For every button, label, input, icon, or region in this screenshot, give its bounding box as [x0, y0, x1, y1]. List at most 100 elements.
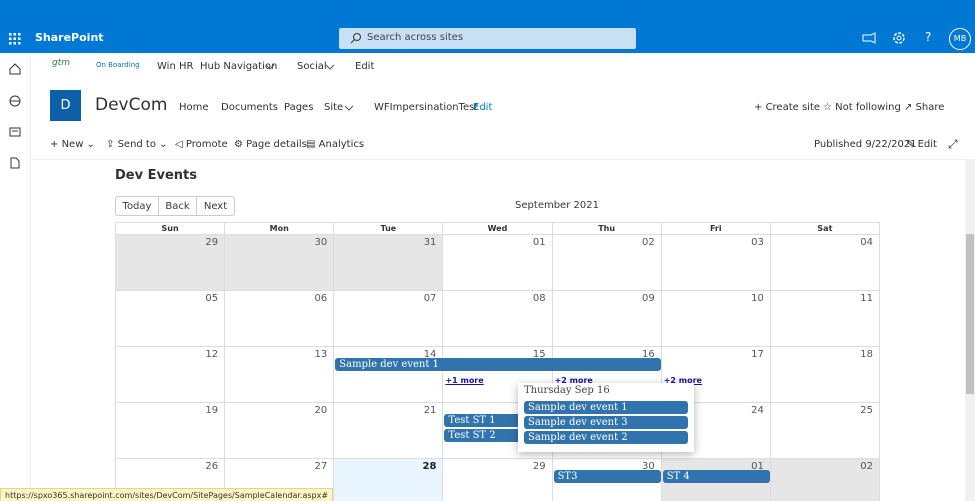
day-number: 28 — [422, 461, 437, 472]
day-cell[interactable]: 07 — [334, 291, 444, 347]
site-title[interactable]: DevCom — [95, 95, 168, 115]
day-number: 03 — [751, 237, 764, 248]
day-cell[interactable]: 09 — [552, 291, 662, 347]
day-number: 30 — [314, 237, 328, 248]
day-number: 11 — [860, 293, 873, 304]
hub-link[interactable]: Hub Navigation — [200, 61, 278, 72]
day-cell[interactable]: 08 — [443, 291, 553, 347]
help-icon[interactable]: ? — [925, 30, 932, 44]
command[interactable]: ▤ Analytics — [306, 139, 365, 150]
day-number: 17 — [751, 349, 764, 360]
command[interactable]: ⚙ Page details — [234, 139, 307, 150]
calendar-event[interactable]: ST 4 — [662, 470, 770, 483]
calendar-event[interactable]: ST3 — [553, 470, 661, 483]
day-number: 04 — [860, 237, 873, 248]
day-cell[interactable]: 28 — [334, 459, 444, 501]
site-nav-link[interactable]: Site — [324, 102, 344, 113]
day-cell[interactable]: 18 — [770, 347, 880, 403]
app-name[interactable]: SharePoint — [35, 31, 104, 44]
scrollbar[interactable] — [965, 159, 975, 501]
hub-logo[interactable]: gtm — [52, 58, 71, 68]
day-number: 07 — [423, 293, 437, 304]
day-number: 24 — [751, 405, 764, 416]
day-cell[interactable]: 02 — [552, 235, 662, 291]
hub-link[interactable]: Win HR — [157, 61, 194, 72]
site-nav-edit[interactable]: Edit — [473, 102, 493, 113]
popup-event[interactable]: Sample dev event 3 — [524, 416, 688, 429]
today-button[interactable]: Today — [115, 196, 159, 216]
site-nav-link[interactable]: Home — [179, 102, 209, 113]
news-icon[interactable] — [9, 126, 21, 138]
day-number: 08 — [532, 293, 546, 304]
label: Not following — [835, 102, 901, 113]
day-cell[interactable]: 29 — [443, 459, 553, 501]
show-more-link[interactable]: +2 more — [554, 376, 593, 385]
search-box[interactable]: Search across sites — [339, 28, 636, 49]
site-nav-link[interactable]: Pages — [284, 102, 314, 113]
day-cell[interactable]: 12 — [116, 347, 226, 403]
site-action[interactable]: ↗ Share — [904, 102, 945, 113]
site-logo[interactable]: D — [50, 90, 81, 121]
day-cell[interactable]: 29 — [116, 235, 226, 291]
site-action[interactable]: ☆ Not following — [823, 102, 901, 113]
day-cell[interactable]: 10 — [661, 291, 771, 347]
day-cell[interactable]: 06 — [225, 291, 335, 347]
home-icon[interactable] — [9, 63, 21, 75]
day-cell[interactable]: 04 — [770, 235, 880, 291]
site-nav-link[interactable]: WFImpersinationTest — [374, 102, 479, 113]
hub-link[interactable]: Edit — [355, 61, 375, 72]
more-popup: Thursday Sep 16 Sample dev event 1 Sampl… — [518, 383, 694, 452]
day-number: 02 — [641, 237, 655, 248]
day-cell[interactable]: 02 — [770, 459, 880, 501]
command[interactable]: ⇪ Send to ⌄ — [106, 139, 168, 150]
show-more-link[interactable]: +2 more — [663, 376, 702, 385]
weekday-header: Tue — [334, 223, 444, 235]
day-number: 10 — [751, 293, 764, 304]
feedback-icon[interactable] — [862, 32, 876, 44]
day-number: 27 — [314, 461, 328, 472]
settings-icon[interactable] — [892, 31, 906, 45]
day-cell[interactable]: 05 — [116, 291, 226, 347]
weekday-header: Fri — [661, 223, 771, 235]
day-cell[interactable]: 20 — [225, 403, 335, 459]
day-number: 20 — [314, 405, 328, 416]
day-cell[interactable]: 31 — [334, 235, 444, 291]
day-number: 29 — [205, 237, 219, 248]
webpart-title: Dev Events — [115, 168, 197, 183]
day-cell[interactable]: 03 — [661, 235, 771, 291]
site-nav-link[interactable]: Documents — [221, 102, 279, 113]
label: Promote — [185, 139, 228, 150]
hub-link[interactable]: Social — [297, 61, 327, 72]
day-number: 01 — [751, 461, 764, 472]
day-cell[interactable]: 21 — [334, 403, 444, 459]
sites-icon[interactable] — [9, 95, 21, 107]
day-number: 19 — [205, 405, 219, 416]
show-more-link[interactable]: +1 more — [445, 376, 484, 385]
calendar-event[interactable]: Sample dev event 1 — [335, 358, 661, 371]
avatar[interactable]: MB — [949, 28, 971, 50]
day-cell[interactable]: 19 — [116, 403, 226, 459]
day-cell[interactable]: 25 — [770, 403, 880, 459]
scrollbar-thumb[interactable] — [966, 234, 974, 394]
site-action[interactable]: + Create site — [754, 102, 821, 113]
expand-icon[interactable]: ⤢ — [948, 137, 958, 151]
back-button[interactable]: Back — [158, 196, 197, 216]
day-cell[interactable]: 01 — [443, 235, 553, 291]
files-icon[interactable] — [9, 157, 21, 169]
command[interactable]: + New ⌄ — [50, 139, 95, 150]
label: New — [61, 139, 84, 150]
day-cell[interactable]: 30 — [225, 235, 335, 291]
published-status: Published 9/22/2021 — [814, 139, 917, 150]
popup-event[interactable]: Sample dev event 1 — [524, 401, 688, 414]
label: Edit — [917, 139, 937, 150]
search-placeholder: Search across sites — [367, 32, 464, 43]
popup-event[interactable]: Sample dev event 2 — [524, 431, 688, 444]
day-cell[interactable]: 11 — [770, 291, 880, 347]
day-cell[interactable]: 13 — [225, 347, 335, 403]
app-launcher[interactable] — [9, 33, 21, 45]
day-cell[interactable]: 14 — [334, 347, 444, 403]
command[interactable]: ◁ Promote — [175, 139, 228, 150]
next-button[interactable]: Next — [196, 196, 235, 216]
edit-button[interactable]: ✎ Edit — [906, 139, 937, 150]
